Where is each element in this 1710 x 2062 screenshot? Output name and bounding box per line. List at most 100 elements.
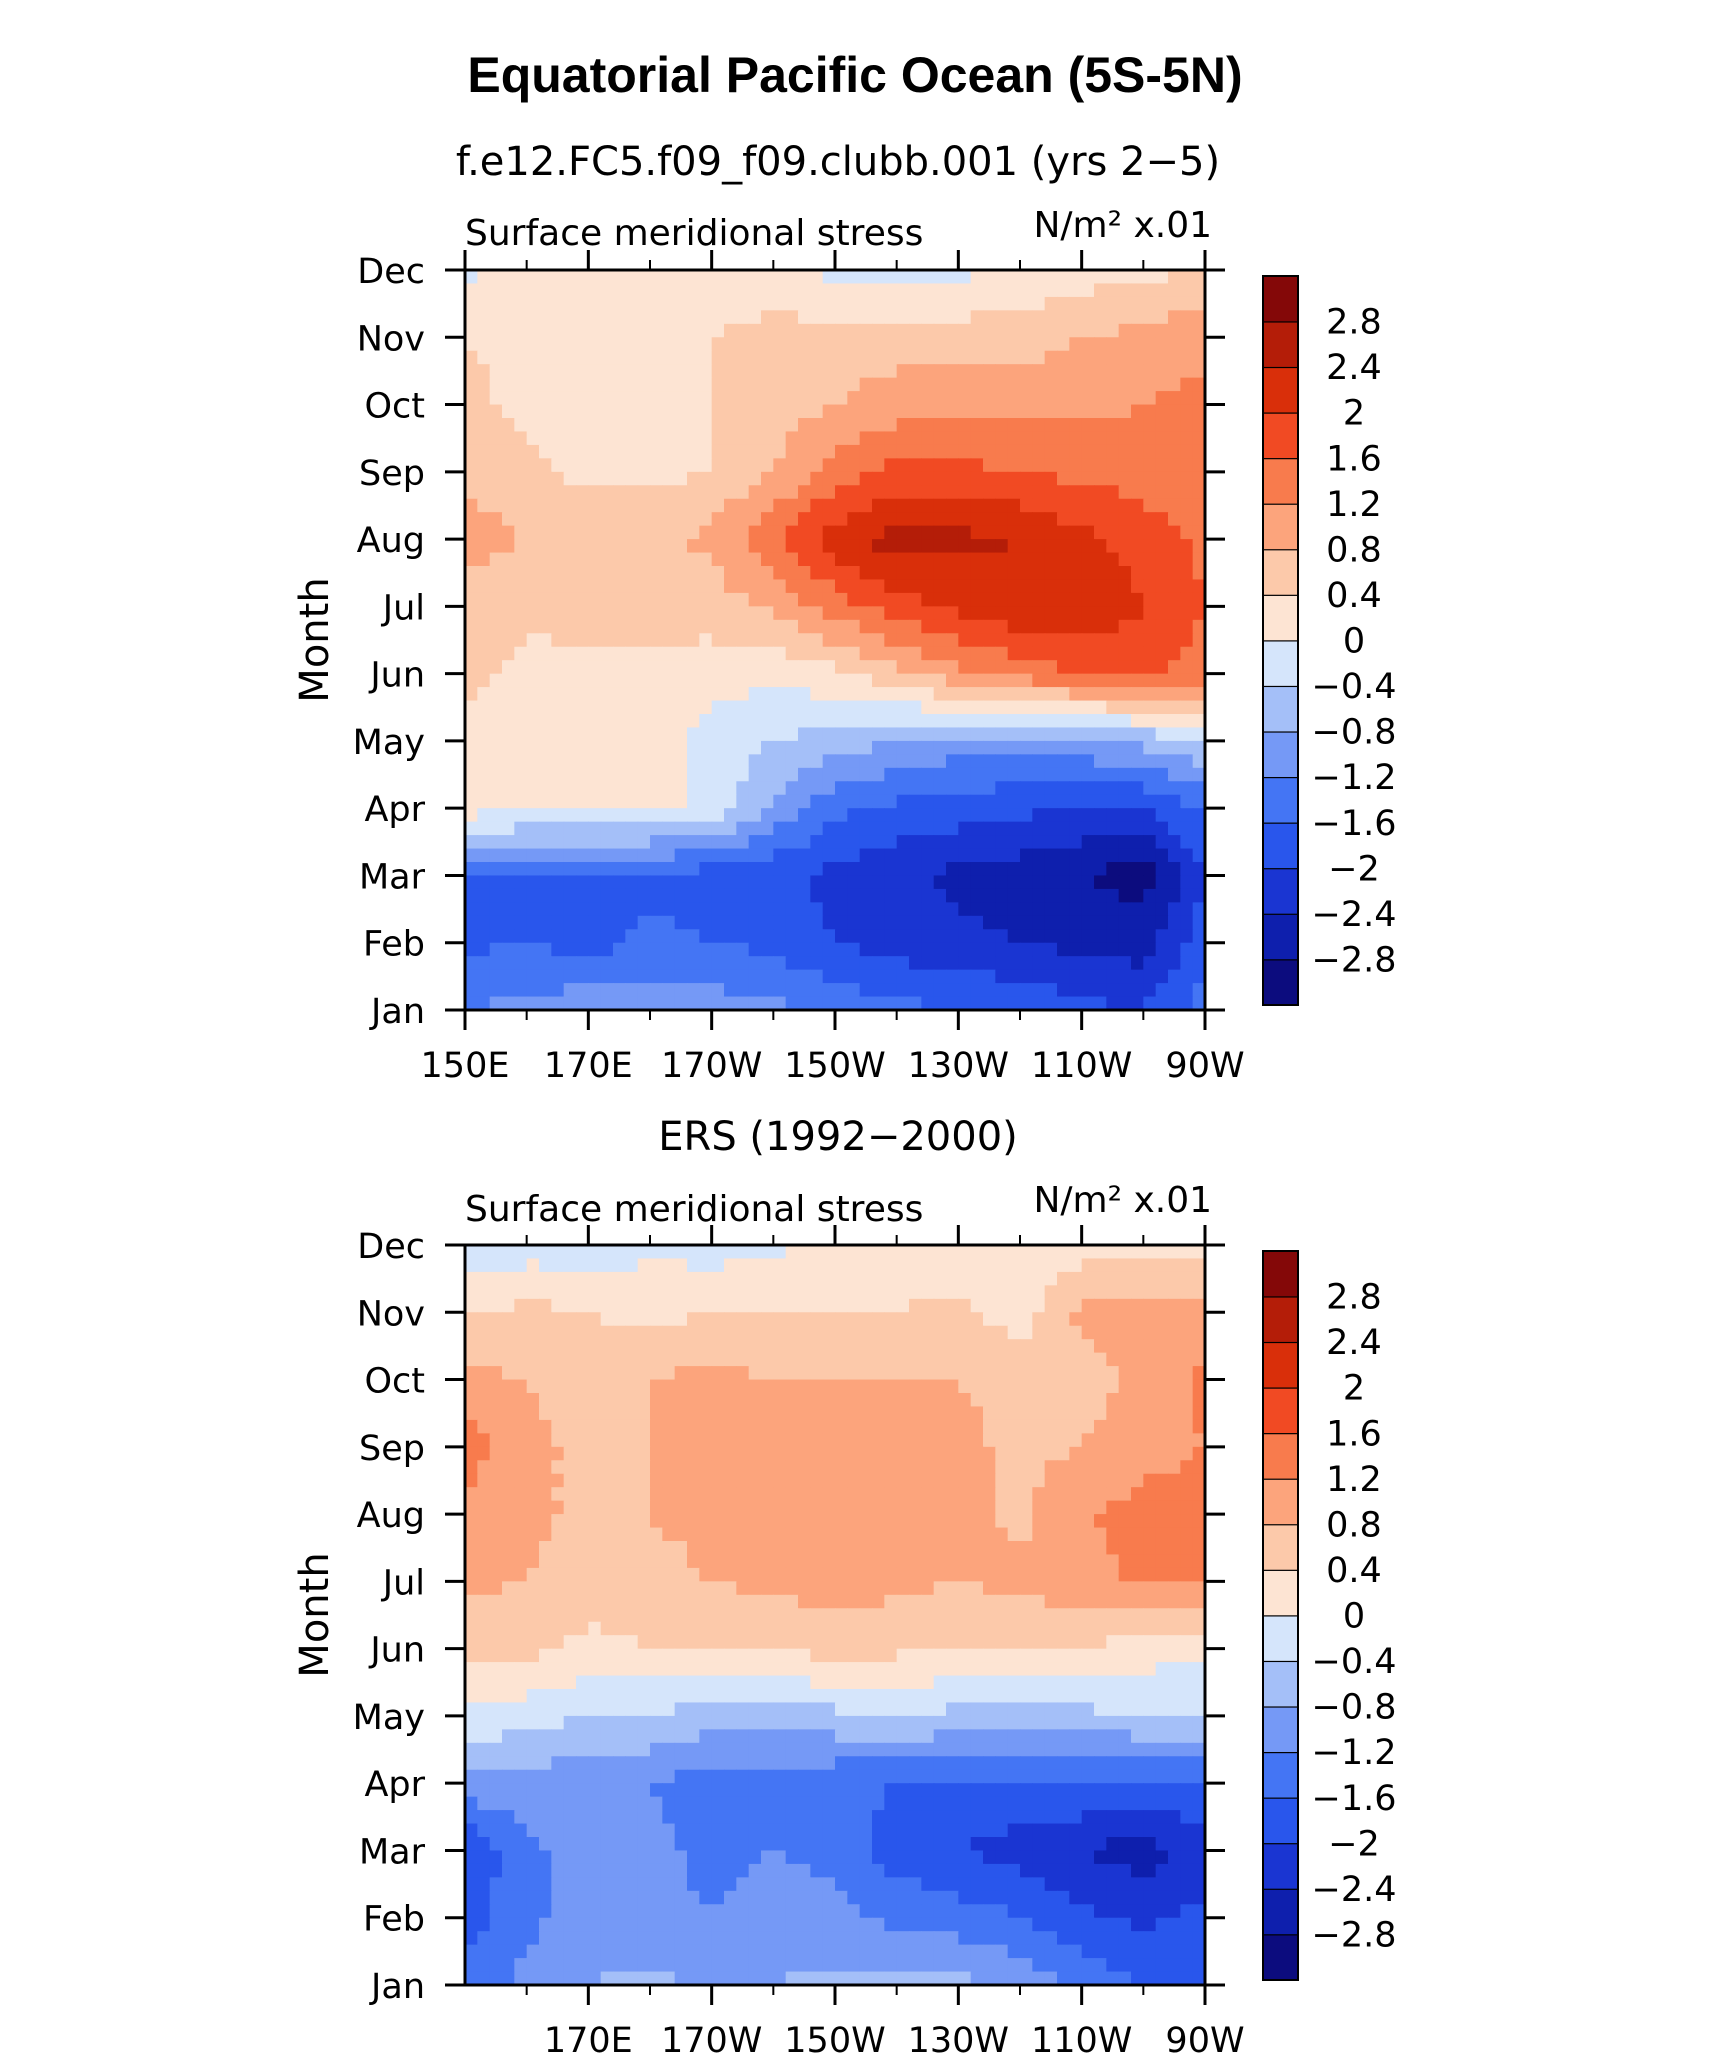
heatmap-cell (724, 915, 737, 930)
heatmap-cell (477, 1446, 491, 1461)
heatmap-cell (1118, 781, 1132, 796)
heatmap-cell (896, 512, 910, 527)
heatmap-cell (921, 418, 935, 433)
heatmap-cell (711, 700, 725, 715)
heatmap-cell (909, 983, 922, 998)
heatmap-cell (477, 1567, 491, 1582)
heatmap-cell (896, 660, 910, 675)
heatmap-cell (822, 391, 836, 406)
heatmap-cell (477, 714, 491, 729)
heatmap-cell (1094, 512, 1107, 527)
heatmap-cell (933, 660, 947, 675)
heatmap-cell (1081, 754, 1095, 769)
heatmap-cell (748, 471, 762, 486)
heatmap-cell (1192, 485, 1206, 500)
heatmap-cell (1131, 875, 1144, 890)
heatmap-cell (613, 821, 626, 836)
heatmap-cell (637, 310, 651, 325)
heatmap-cell (946, 862, 959, 877)
heatmap-cell (773, 1514, 787, 1529)
heatmap-cell (761, 444, 774, 459)
heatmap-cell (946, 552, 959, 567)
heatmap-cell (477, 660, 491, 675)
heatmap-cell (724, 781, 737, 796)
heatmap-cell (872, 1393, 885, 1408)
heatmap-cell (1020, 431, 1033, 446)
heatmap-cell (761, 1325, 774, 1340)
heatmap-cell (933, 888, 947, 903)
heatmap-cell (872, 1366, 885, 1381)
heatmap-cell (896, 418, 910, 433)
heatmap-cell (465, 283, 478, 298)
heatmap-cell (650, 310, 663, 325)
heatmap-cell (1118, 875, 1132, 890)
heatmap-cell (588, 956, 602, 971)
heatmap-cell (1044, 1541, 1058, 1556)
heatmap-cell (526, 1366, 540, 1381)
heatmap-cell (1155, 1271, 1169, 1286)
heatmap-cell (835, 418, 848, 433)
heatmap-cell (946, 498, 959, 513)
heatmap-cell (921, 1406, 935, 1421)
heatmap-cell (662, 794, 676, 809)
heatmap-cell (588, 1446, 602, 1461)
heatmap-cell (921, 1245, 935, 1260)
heatmap-cell (563, 902, 577, 917)
heatmap-cell (1081, 552, 1095, 567)
heatmap-cell (995, 1325, 1009, 1340)
heatmap-cell (477, 969, 491, 984)
heatmap-cell (1032, 350, 1046, 365)
heatmap-cell (477, 1527, 491, 1542)
heatmap-cell (650, 619, 663, 634)
heatmap-cell (896, 808, 910, 823)
heatmap-cell (662, 552, 676, 567)
heatmap-cell (736, 1581, 750, 1596)
heatmap-cell (773, 794, 787, 809)
heatmap-cell (711, 1312, 725, 1327)
heatmap-cell (1007, 875, 1021, 890)
heatmap-cell (970, 350, 984, 365)
heatmap-cell (1069, 687, 1083, 702)
heatmap-cell (1094, 1258, 1107, 1273)
heatmap-cell (514, 1285, 528, 1300)
heatmap-cell (1192, 794, 1206, 809)
heatmap-cell (625, 1406, 639, 1421)
heatmap-cell (662, 592, 676, 607)
heatmap-cell (958, 1312, 972, 1327)
heatmap-cell (785, 1312, 799, 1327)
heatmap-cell (588, 660, 602, 675)
heatmap-cell (576, 471, 589, 486)
heatmap-cell (946, 1406, 959, 1421)
heatmap-cell (909, 525, 922, 540)
heatmap-cell (687, 1271, 700, 1286)
heatmap-cell (847, 915, 861, 930)
heatmap-cell (822, 1325, 836, 1340)
heatmap-cell (946, 794, 959, 809)
heatmap-cell (847, 498, 861, 513)
heatmap-cell (810, 1245, 824, 1260)
heatmap-cell (650, 1446, 663, 1461)
heatmap-cell (798, 498, 811, 513)
heatmap-cell (1155, 1393, 1169, 1408)
heatmap-cell (588, 1339, 602, 1354)
heatmap-cell (1081, 350, 1095, 365)
heatmap-cell (489, 1567, 503, 1582)
heatmap-cell (600, 471, 614, 486)
heatmap-cell (650, 431, 663, 446)
heatmap-cell (1069, 566, 1083, 581)
heatmap-cell (1118, 566, 1132, 581)
heatmap-cell (1081, 485, 1095, 500)
heatmap-cell (983, 512, 996, 527)
heatmap-cell (736, 1514, 750, 1529)
heatmap-cell (588, 996, 602, 1011)
heatmap-cell (1131, 727, 1144, 742)
heatmap-cell (625, 1298, 639, 1313)
heatmap-cell (699, 323, 713, 338)
heatmap-cell (724, 727, 737, 742)
heatmap-cell (1094, 498, 1107, 513)
heatmap-cell (847, 1285, 861, 1300)
heatmap-cell (946, 1312, 959, 1327)
heatmap-cell (1106, 646, 1120, 661)
heatmap-cell (1106, 673, 1120, 688)
heatmap-cell (674, 377, 688, 392)
